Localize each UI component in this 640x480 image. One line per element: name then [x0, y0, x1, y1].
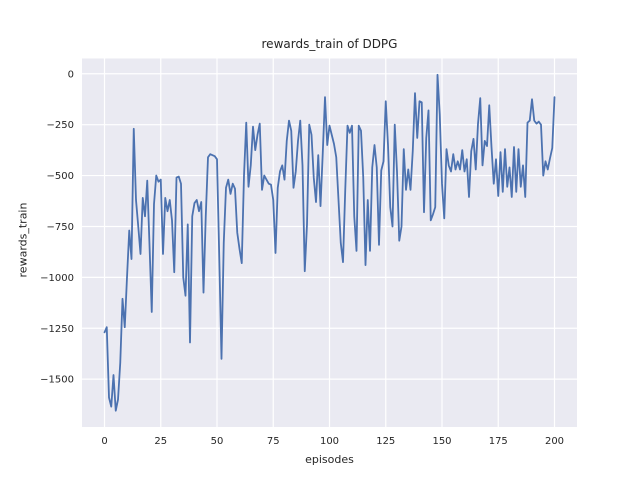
chart-title: rewards_train of DDPG: [261, 37, 398, 51]
x-tick-label: 150: [432, 436, 451, 447]
x-tick-label: 0: [101, 436, 107, 447]
y-tick-label: −1250: [40, 324, 74, 335]
y-tick-label: −250: [47, 120, 74, 131]
x-tick-label: 200: [545, 436, 564, 447]
y-tick-label: −750: [47, 222, 74, 233]
x-tick-label: 125: [376, 436, 395, 447]
x-axis-label: episodes: [305, 453, 354, 466]
y-tick-label: −1000: [40, 273, 74, 284]
y-tick-label: −500: [47, 171, 74, 182]
y-tick-label: −1500: [40, 375, 74, 386]
x-tick-label: 100: [320, 436, 339, 447]
series-line-rewards-train: [103, 73, 556, 412]
x-tick-label: 50: [211, 436, 224, 447]
x-tick-label: 75: [267, 436, 280, 447]
x-tick-label: 25: [154, 436, 167, 447]
y-tick-label: 0: [68, 69, 74, 80]
x-tick-label: 175: [489, 436, 508, 447]
